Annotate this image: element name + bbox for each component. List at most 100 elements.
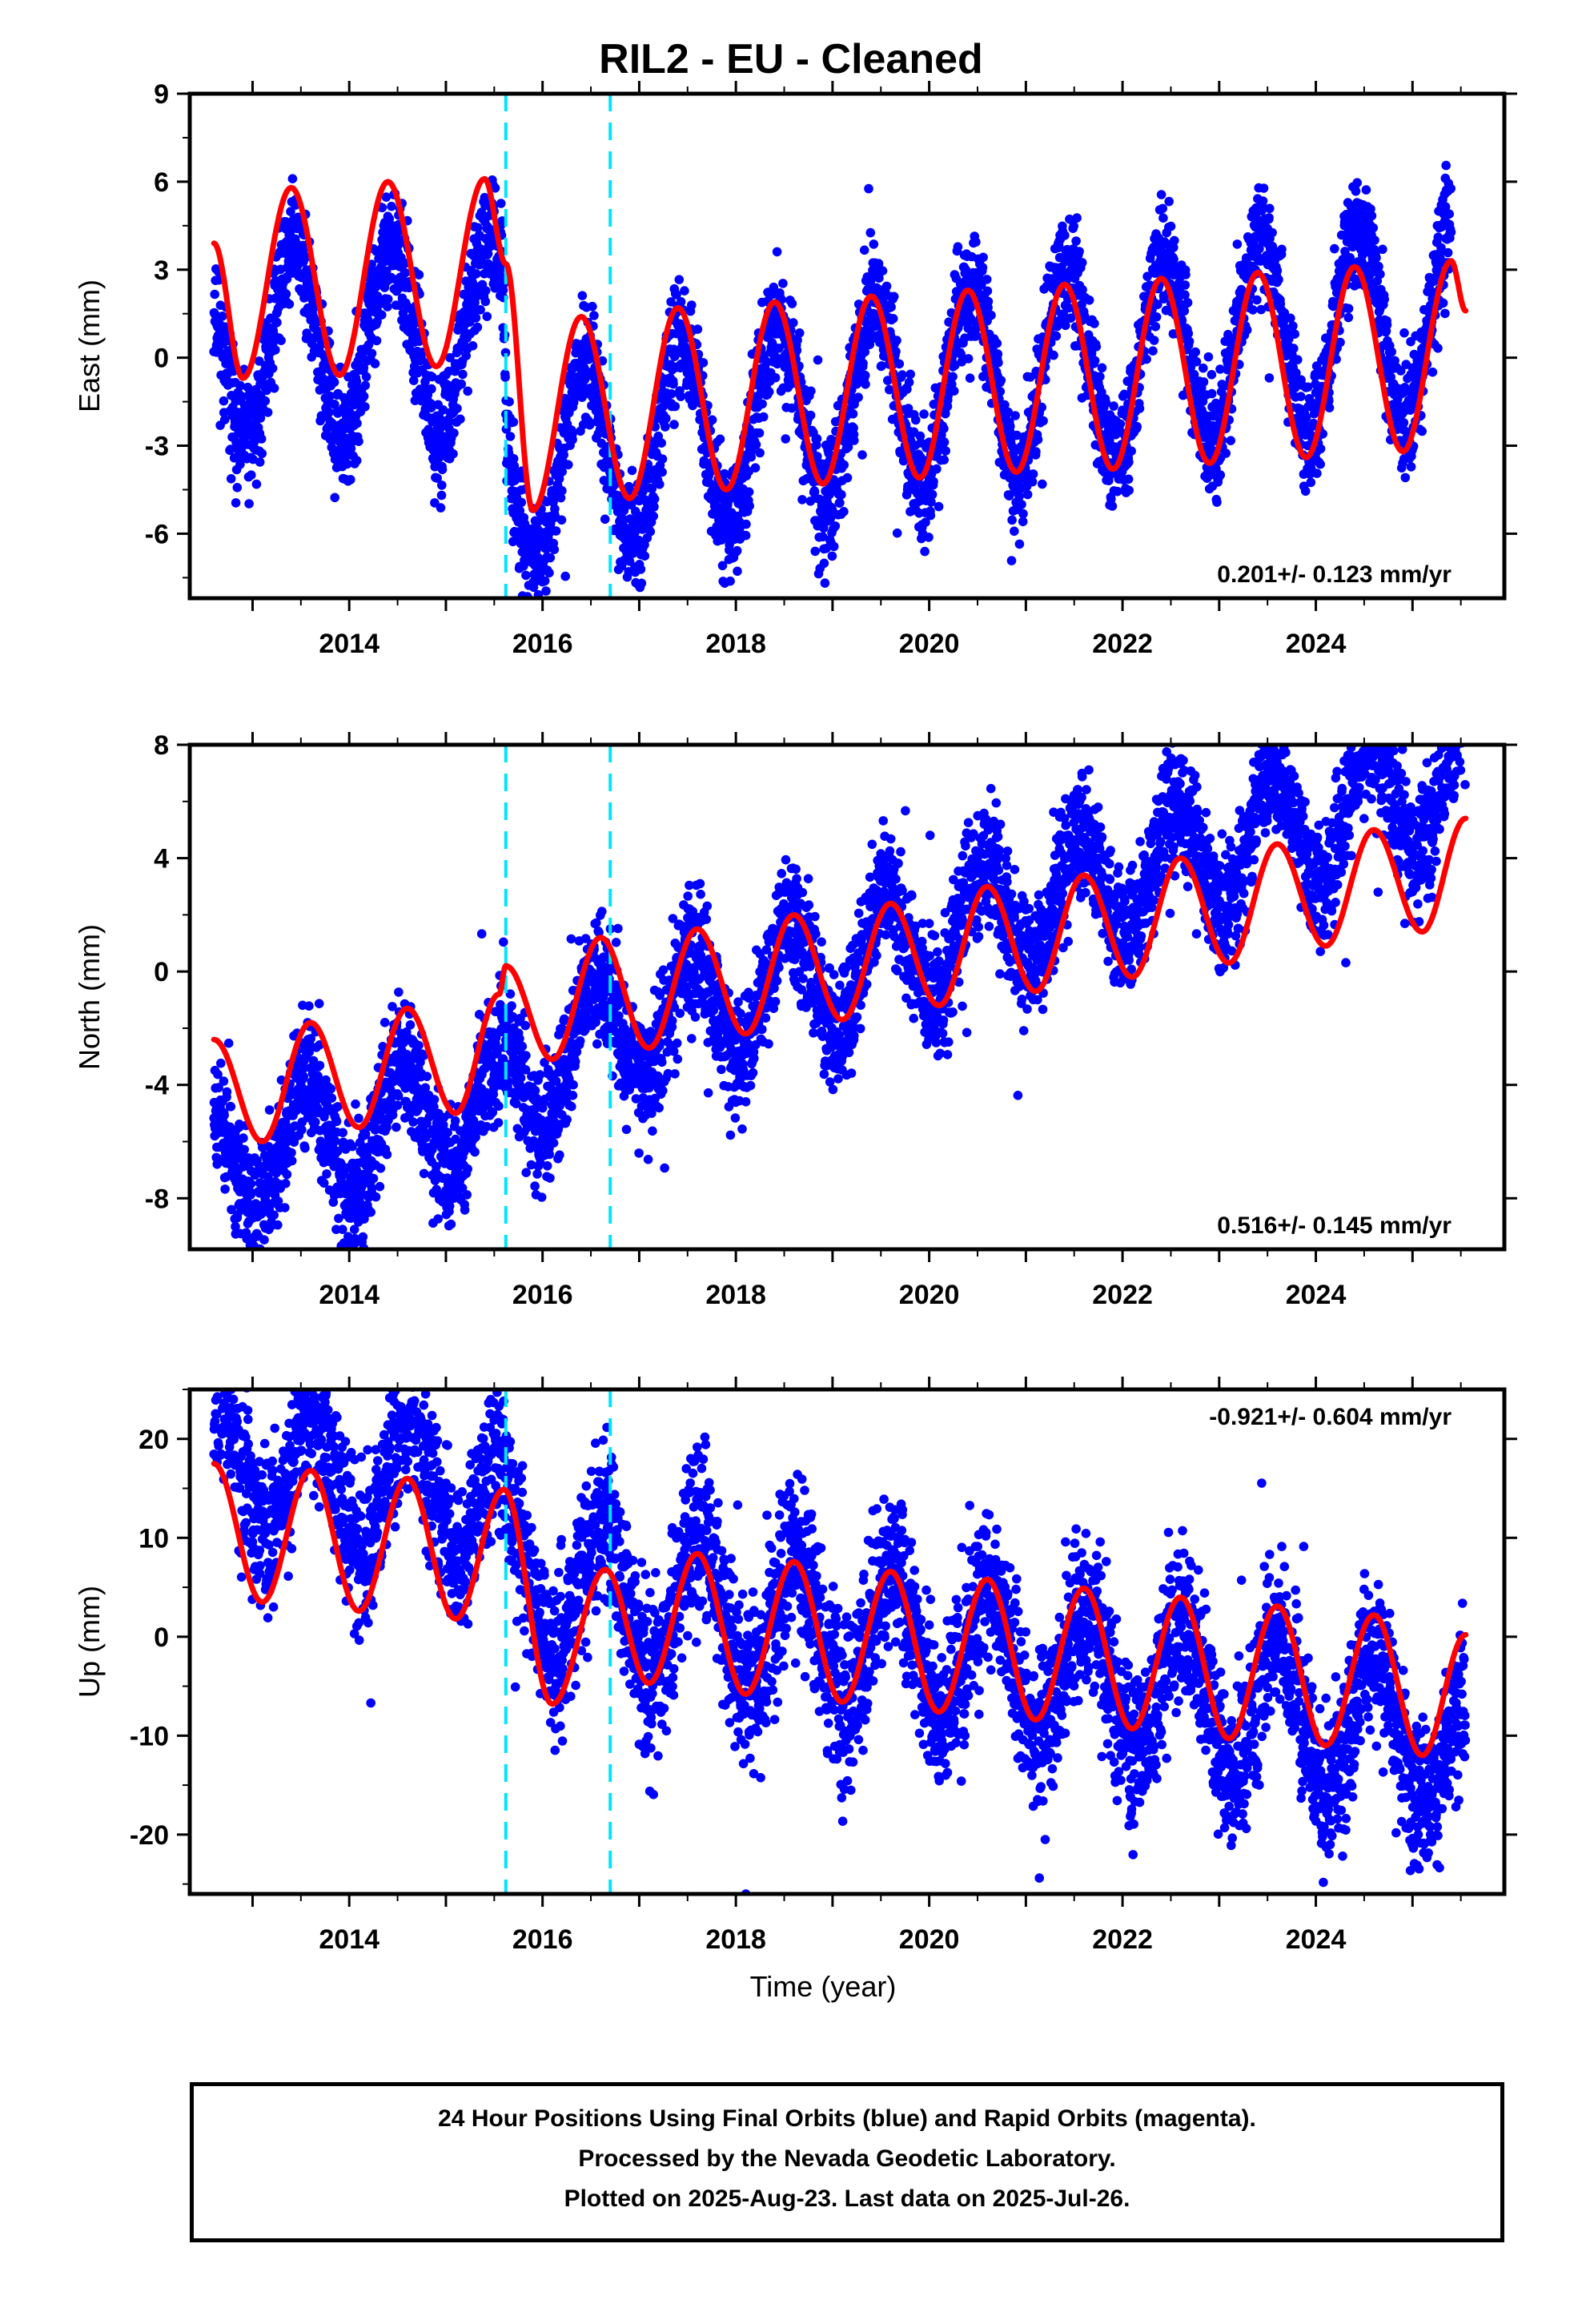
- observation-point: [1433, 344, 1443, 353]
- observation-point: [819, 558, 829, 569]
- observation-point: [588, 301, 597, 312]
- observation-point: [941, 446, 950, 456]
- observation-point: [1335, 337, 1345, 348]
- observation-point: [237, 392, 247, 401]
- observation-point: [1296, 392, 1306, 401]
- observation-point: [226, 474, 236, 484]
- observation-point: [500, 348, 511, 358]
- observation-point: [430, 462, 440, 472]
- observation-point: [1272, 266, 1283, 275]
- observation-point: [929, 476, 938, 487]
- observation-point: [1112, 486, 1122, 497]
- observation-point: [1049, 350, 1058, 360]
- observation-point: [864, 183, 873, 194]
- observation-point: [674, 275, 685, 285]
- observation-point: [904, 377, 914, 388]
- observation-point: [640, 540, 649, 550]
- observation-point: [982, 275, 992, 284]
- y-tick-label: 0: [154, 344, 169, 374]
- observation-point: [577, 291, 588, 301]
- observation-point: [354, 436, 363, 446]
- observation-point: [1006, 421, 1015, 431]
- observation-point: [556, 515, 567, 525]
- observation-point: [370, 359, 380, 368]
- observation-point: [886, 302, 896, 312]
- observation-point: [693, 324, 703, 334]
- observation-point: [892, 528, 902, 538]
- observation-point: [445, 352, 455, 363]
- observation-point: [600, 514, 610, 525]
- observation-point: [754, 428, 765, 438]
- x-tick-label: 2014: [319, 629, 379, 659]
- observation-point: [827, 551, 837, 561]
- observation-point: [220, 1184, 230, 1194]
- observation-point: [820, 578, 830, 588]
- observation-point: [330, 400, 339, 409]
- observation-point: [219, 415, 230, 424]
- observation-point: [247, 470, 256, 480]
- observation-point: [669, 379, 678, 389]
- observation-point: [648, 511, 658, 521]
- observation-point: [661, 413, 671, 424]
- observation-point: [1382, 320, 1392, 330]
- observation-point: [1124, 485, 1134, 496]
- observation-point: [1371, 253, 1381, 263]
- observation-point: [1252, 295, 1262, 305]
- observation-point: [482, 312, 492, 322]
- observation-point: [894, 359, 905, 369]
- observation-point: [269, 384, 279, 393]
- observation-point: [381, 266, 391, 276]
- observation-point: [263, 1261, 272, 1271]
- observation-point: [953, 242, 963, 252]
- observation-point: [264, 1105, 275, 1115]
- observation-point: [1126, 446, 1136, 456]
- observation-point: [1400, 472, 1411, 483]
- observation-point: [1149, 336, 1159, 345]
- observation-point: [1351, 187, 1361, 196]
- observation-point: [226, 1102, 236, 1112]
- observation-point: [733, 566, 742, 577]
- observation-point: [813, 355, 823, 365]
- observation-point: [472, 322, 483, 332]
- observation-point: [1221, 448, 1231, 458]
- observation-point: [218, 312, 227, 321]
- observation-point: [699, 456, 709, 466]
- observation-point: [472, 223, 483, 233]
- observation-point: [1315, 444, 1326, 454]
- observation-point: [669, 420, 679, 429]
- observation-point: [400, 267, 410, 278]
- observation-point: [806, 386, 816, 396]
- observation-point: [751, 440, 761, 450]
- observation-point: [624, 557, 635, 566]
- observation-point: [948, 372, 958, 382]
- observation-point: [458, 369, 468, 380]
- observation-point: [676, 297, 686, 307]
- observation-point: [1115, 419, 1126, 429]
- observation-point: [472, 269, 481, 279]
- observation-point: [764, 387, 774, 397]
- observation-point: [1207, 370, 1217, 380]
- observation-point: [372, 316, 382, 327]
- observation-point: [427, 384, 436, 394]
- observation-point: [220, 322, 230, 332]
- observation-point: [272, 317, 282, 328]
- observation-point: [978, 252, 988, 263]
- observation-point: [1277, 244, 1287, 255]
- observation-point: [982, 286, 993, 296]
- y-tick-label: 6: [154, 167, 169, 198]
- observation-point: [983, 296, 994, 307]
- observation-point: [1084, 296, 1094, 305]
- observation-point: [618, 514, 628, 524]
- observation-point: [540, 608, 549, 617]
- x-tick-label: 2016: [512, 629, 573, 659]
- observation-point: [1370, 235, 1379, 245]
- observation-point: [750, 463, 761, 472]
- observation-point: [630, 527, 640, 537]
- observation-point: [649, 502, 659, 512]
- observation-point: [869, 239, 879, 249]
- observation-point: [839, 507, 849, 517]
- observation-point: [1264, 373, 1275, 383]
- observation-point: [219, 1076, 229, 1086]
- observation-point: [1443, 247, 1453, 258]
- observation-point: [432, 473, 442, 483]
